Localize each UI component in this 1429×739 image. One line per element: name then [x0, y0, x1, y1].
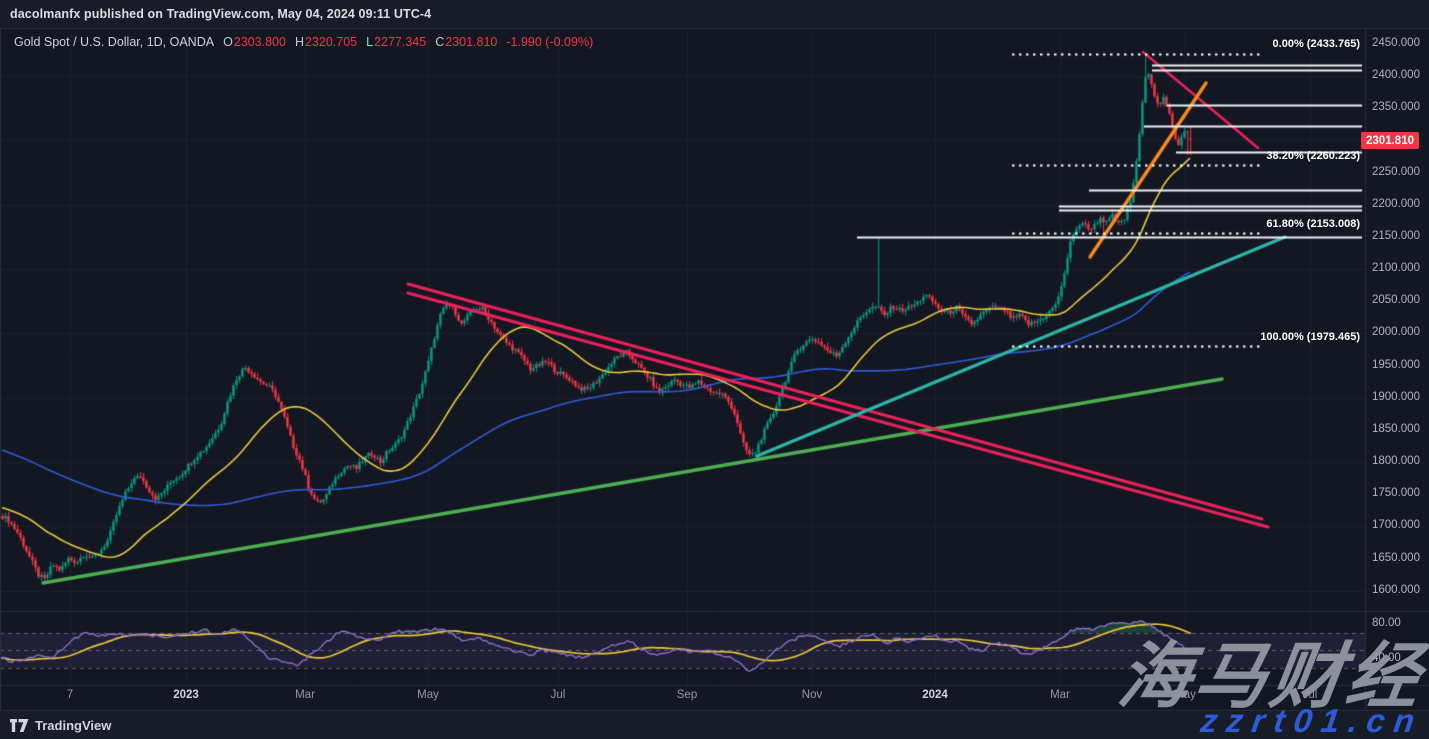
time-axis-label: Jul — [1302, 689, 1318, 701]
tradingview-logo-icon — [10, 719, 29, 732]
price-axis-label: 2450.000 — [1372, 37, 1420, 49]
publish-info-bar: dacolmanfx published on TradingView.com,… — [0, 0, 1429, 29]
time-axis-label: May — [417, 689, 439, 701]
ohlc-close: C 2301.810 — [435, 35, 498, 49]
indicator-axis-label: 80.00 — [1372, 617, 1401, 629]
fib-label: 38.20% (2260.223) — [1266, 150, 1360, 162]
price-axis-label: 1850.000 — [1372, 423, 1420, 435]
time-axis-label: 2023 — [173, 689, 199, 701]
price-axis-label: 2200.000 — [1372, 198, 1420, 210]
time-axis-label: 2024 — [922, 689, 948, 701]
price-axis-label: 2150.000 — [1372, 230, 1420, 242]
ohlc-high: H 2320.705 — [294, 35, 358, 49]
time-axis-label: Sep — [676, 689, 698, 701]
price-axis-label: 1750.000 — [1372, 487, 1420, 499]
ohlc-low: L 2277.345 — [366, 35, 427, 49]
price-axis-label: 1600.000 — [1372, 584, 1420, 596]
time-axis-label: Jul — [550, 689, 566, 701]
price-axis-label: 1650.000 — [1372, 552, 1420, 564]
price-axis-label: 2250.000 — [1372, 166, 1420, 178]
tradingview-brand-text: TradingView — [35, 718, 112, 733]
publish-info-text: dacolmanfx published on TradingView.com,… — [10, 7, 432, 21]
time-axis-label: Mar — [295, 689, 315, 701]
tradingview-logo-link[interactable]: TradingView — [10, 718, 111, 733]
fib-label: 0.00% (2433.765) — [1272, 38, 1360, 50]
watermark-url: zzrt01.cn — [1198, 701, 1426, 739]
price-axis-label: 2350.000 — [1372, 101, 1420, 113]
time-axis-label: Mar — [1050, 689, 1070, 701]
price-axis-label: 2000.000 — [1372, 326, 1420, 338]
fib-label: 61.80% (2153.008) — [1266, 218, 1360, 230]
change-value: -1.990 (-0.09%) — [506, 35, 594, 49]
symbol-legend: Gold Spot / U.S. Dollar, 1D, OANDA O 2303… — [14, 35, 593, 49]
symbol-title: Gold Spot / U.S. Dollar, 1D, OANDA — [14, 35, 215, 49]
price-axis-label: 1950.000 — [1372, 359, 1420, 371]
last-price-badge: 2301.810 — [1361, 132, 1419, 149]
price-axis-label: 2400.000 — [1372, 69, 1420, 81]
price-axis-label: 1700.000 — [1372, 519, 1420, 531]
fib-label: 100.00% (1979.465) — [1260, 331, 1360, 343]
time-axis-label: 7 — [66, 689, 74, 701]
indicator-axis-label: 40.00 — [1372, 652, 1401, 664]
footer-bar: TradingView — [0, 710, 1429, 739]
price-axis-label: 2100.000 — [1372, 262, 1420, 274]
time-axis-label: May — [1174, 689, 1196, 701]
ohlc-open: O 2303.800 — [223, 35, 286, 49]
price-axis-label: 1800.000 — [1372, 455, 1420, 467]
price-axis-label: 2050.000 — [1372, 294, 1420, 306]
time-axis-label: Nov — [801, 689, 823, 701]
price-axis-label: 1900.000 — [1372, 391, 1420, 403]
